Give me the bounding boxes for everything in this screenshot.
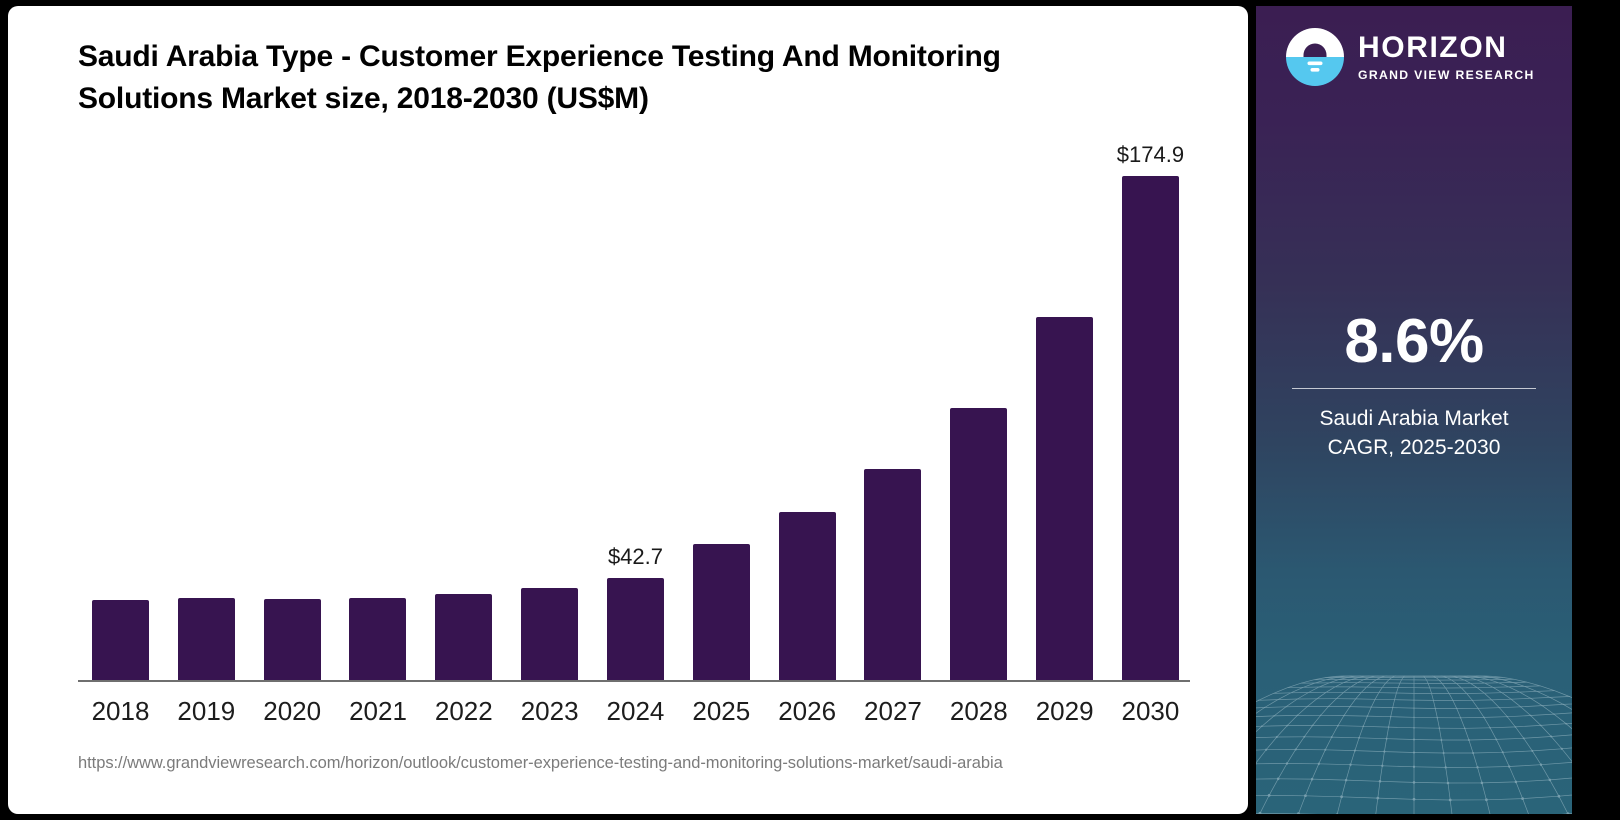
cagr-caption-line-1: Saudi Arabia Market bbox=[1319, 407, 1509, 430]
x-tick-2030: 2030 bbox=[1121, 696, 1180, 726]
bar-2020[interactable] bbox=[263, 599, 321, 680]
bar-2023[interactable] bbox=[521, 588, 579, 680]
x-tick-2024: 2024 bbox=[606, 696, 665, 726]
bar-slot bbox=[250, 146, 335, 680]
bar-slot bbox=[936, 146, 1021, 680]
x-tick-2027: 2027 bbox=[864, 696, 922, 726]
x-axis-line bbox=[78, 680, 1190, 682]
wireframe-grid-decoration bbox=[1256, 614, 1572, 814]
bar-2030[interactable] bbox=[1121, 176, 1179, 680]
x-tick-2020: 2020 bbox=[263, 696, 322, 726]
bar-slot bbox=[78, 146, 163, 680]
chart-title: Saudi Arabia Type - Customer Experience … bbox=[78, 40, 1001, 115]
x-tick-2023: 2023 bbox=[520, 696, 579, 726]
bar-slot bbox=[1022, 146, 1107, 680]
x-tick-2018: 2018 bbox=[91, 696, 150, 726]
bar-slot bbox=[335, 146, 420, 680]
horizon-sunrise-logo-icon bbox=[1286, 28, 1344, 86]
bar-value-label: $174.9 bbox=[1116, 142, 1185, 167]
bar-2025[interactable] bbox=[692, 544, 750, 680]
bar-2027[interactable] bbox=[864, 469, 922, 680]
bar-slot: $42.7 bbox=[593, 146, 678, 680]
brand-name: HORIZON bbox=[1358, 30, 1508, 64]
bar-2024[interactable] bbox=[606, 578, 664, 680]
brand-logo: HORIZON GRAND VIEW RESEARCH bbox=[1286, 28, 1535, 86]
bar-2018[interactable] bbox=[92, 600, 149, 680]
bar-slot bbox=[679, 146, 764, 680]
bar-slot bbox=[850, 146, 935, 680]
bar-slot bbox=[164, 146, 249, 680]
bar-2028[interactable] bbox=[950, 408, 1008, 680]
side-panel: HORIZON GRAND VIEW RESEARCH 8.6% Saudi A… bbox=[1256, 6, 1572, 814]
bar-slot bbox=[765, 146, 850, 680]
x-tick-2029: 2029 bbox=[1035, 696, 1094, 726]
cagr-value: 8.6% bbox=[1344, 307, 1484, 376]
brand-tagline: GRAND VIEW RESEARCH bbox=[1358, 67, 1535, 82]
bar-slot bbox=[507, 146, 592, 680]
x-tick-2022: 2022 bbox=[434, 696, 493, 726]
cagr-caption-line-2: CAGR, 2025-2030 bbox=[1327, 436, 1501, 460]
cagr-caption: Saudi Arabia Market CAGR, 2025-2030 bbox=[1256, 404, 1572, 463]
bar-2029[interactable] bbox=[1036, 317, 1094, 680]
source-url[interactable]: https://www.grandviewresearch.com/horizo… bbox=[78, 754, 1003, 772]
bar-2021[interactable] bbox=[349, 598, 407, 680]
x-tick-2019: 2019 bbox=[177, 696, 236, 726]
x-tick-2028: 2028 bbox=[949, 696, 1008, 726]
bar-2019[interactable] bbox=[177, 598, 235, 680]
x-tick-2025: 2025 bbox=[692, 696, 751, 726]
x-tick-2021: 2021 bbox=[349, 696, 407, 726]
cagr-divider bbox=[1292, 388, 1536, 389]
chart-card: Saudi Arabia Type - Customer Experience … bbox=[8, 6, 1248, 814]
bar-value-label: $42.7 bbox=[607, 544, 663, 569]
brand-logo-text: HORIZON GRAND VIEW RESEARCH bbox=[1358, 30, 1535, 82]
bar-slot: $174.9 bbox=[1108, 142, 1193, 680]
bar-2026[interactable] bbox=[778, 512, 836, 680]
bar-series: $42.7 $174.9 bbox=[78, 142, 1193, 680]
bar-slot bbox=[421, 146, 506, 680]
x-axis-tick-labels: 2018 2019 2020 2021 2022 2023 2024 2025 2026 2027… bbox=[78, 690, 1193, 732]
x-tick-2026: 2026 bbox=[778, 696, 837, 726]
bar-2022[interactable] bbox=[435, 594, 493, 680]
